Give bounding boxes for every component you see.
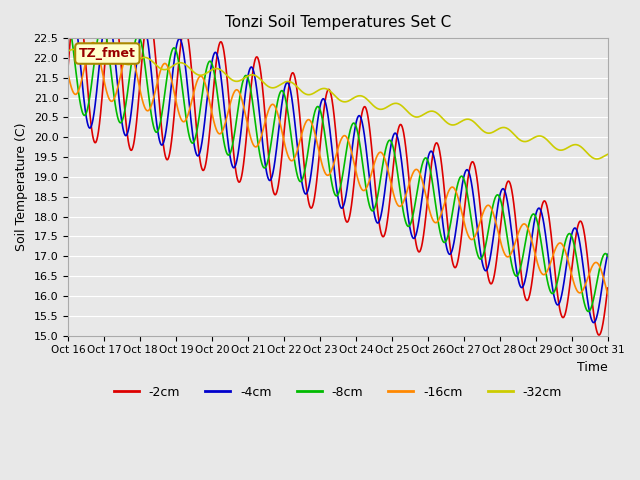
- Text: TZ_fmet: TZ_fmet: [79, 47, 136, 60]
- Y-axis label: Soil Temperature (C): Soil Temperature (C): [15, 122, 28, 251]
- -16cm: [294, 147, 301, 153]
- -32cm: [294, 84, 301, 90]
- -2cm: [314, 163, 322, 168]
- -2cm: [106, 8, 114, 14]
- Line: -4cm: -4cm: [68, 7, 608, 323]
- -16cm: [129, 54, 136, 60]
- -16cm: [305, 117, 312, 122]
- -4cm: [590, 320, 598, 325]
- -4cm: [372, 216, 380, 222]
- Title: Tonzi Soil Temperatures Set C: Tonzi Soil Temperatures Set C: [225, 15, 451, 30]
- -2cm: [372, 187, 380, 193]
- -4cm: [294, 144, 301, 150]
- -8cm: [314, 104, 322, 109]
- -8cm: [128, 57, 136, 63]
- -2cm: [305, 199, 312, 204]
- -16cm: [314, 145, 322, 151]
- -16cm: [372, 157, 380, 163]
- -8cm: [371, 204, 379, 209]
- -8cm: [293, 171, 301, 177]
- -2cm: [129, 146, 136, 152]
- -16cm: [89, 40, 97, 46]
- -32cm: [129, 61, 136, 67]
- -32cm: [106, 50, 114, 56]
- -32cm: [604, 152, 612, 157]
- -8cm: [584, 309, 592, 314]
- -4cm: [305, 185, 312, 191]
- -16cm: [604, 291, 612, 297]
- -4cm: [129, 101, 136, 107]
- -2cm: [604, 285, 612, 291]
- -32cm: [69, 47, 77, 52]
- -32cm: [593, 156, 601, 162]
- -2cm: [64, 63, 72, 69]
- X-axis label: Time: Time: [577, 361, 608, 374]
- Line: -16cm: -16cm: [68, 43, 608, 294]
- Line: -2cm: -2cm: [68, 0, 608, 335]
- -16cm: [106, 98, 114, 104]
- Legend: -2cm, -4cm, -8cm, -16cm, -32cm: -2cm, -4cm, -8cm, -16cm, -32cm: [109, 381, 567, 404]
- -4cm: [314, 113, 322, 119]
- -2cm: [294, 91, 301, 96]
- -8cm: [305, 147, 312, 153]
- -32cm: [372, 105, 380, 110]
- -2cm: [595, 332, 603, 338]
- Line: -32cm: -32cm: [68, 49, 608, 159]
- Line: -8cm: -8cm: [68, 21, 608, 312]
- -4cm: [68, 4, 76, 10]
- -16cm: [64, 72, 72, 77]
- -8cm: [64, 18, 72, 24]
- -32cm: [314, 87, 322, 93]
- -4cm: [604, 252, 612, 257]
- -4cm: [106, 19, 114, 24]
- -32cm: [305, 92, 312, 97]
- -8cm: [604, 253, 612, 259]
- -32cm: [64, 48, 72, 54]
- -8cm: [106, 60, 114, 65]
- -4cm: [64, 15, 72, 21]
